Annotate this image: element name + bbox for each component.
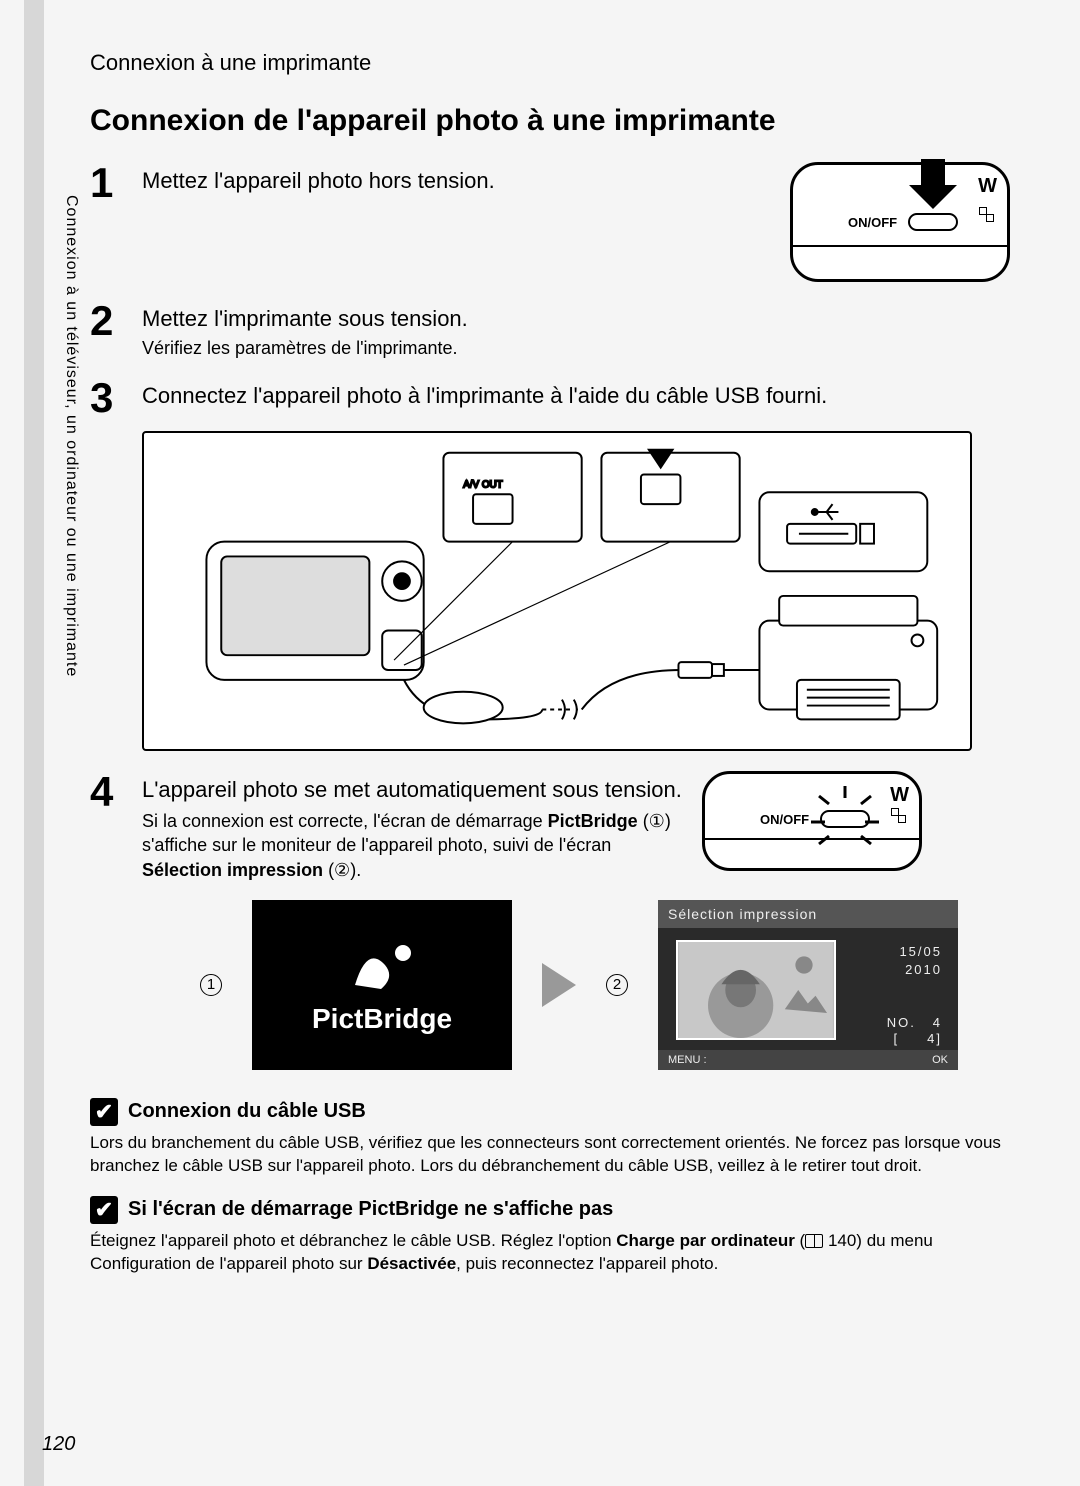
note-usb-cable: ✔ Connexion du câble USB Lors du branche… [90, 1098, 1010, 1178]
note-body: Éteignez l'appareil photo et débranchez … [90, 1230, 1010, 1276]
selection-footer: MENU : OK [658, 1050, 958, 1070]
page-number: 120 [42, 1433, 75, 1456]
w-label: W [890, 784, 909, 807]
step-body: Si la connexion est correcte, l'écran de… [142, 809, 682, 882]
selection-date: 15/05 [899, 944, 942, 959]
onoff-label: ON/OFF [760, 812, 809, 827]
w-label: W [978, 175, 997, 198]
selection-header: Sélection impression [658, 900, 958, 928]
step-1: 1 Mettez l'appareil photo hors tension. … [90, 162, 1010, 282]
manual-ref-icon [805, 1234, 823, 1248]
sidebar-section-label: Connexion à un téléviseur, un ordinateur… [62, 195, 80, 677]
section-title: Connexion de l'appareil photo à une impr… [90, 104, 1010, 138]
margin-color-bar [24, 0, 44, 1486]
note-title-text: Si l'écran de démarrage PictBridge ne s'… [128, 1198, 613, 1221]
svg-text:A/V OUT: A/V OUT [463, 479, 502, 490]
selection-count: [ 4] [893, 1031, 942, 1046]
note-pictbridge-missing: ✔ Si l'écran de démarrage PictBridge ne … [90, 1196, 1010, 1276]
power-on-flash-icon [805, 778, 885, 848]
check-icon: ✔ [90, 1196, 118, 1224]
step-title: Mettez l'imprimante sous tension. [142, 306, 1010, 332]
selection-number-label: NO. 4 [887, 1015, 942, 1030]
pictbridge-label: PictBridge [312, 1003, 452, 1035]
screens-sequence: 1 PictBridge 2 Sélection impression [200, 900, 1010, 1070]
print-selection-screen: Sélection impression 15/05 2010 NO. 4 [658, 900, 958, 1070]
pictbridge-splash-screen: PictBridge [252, 900, 512, 1070]
zoom-icon [979, 207, 995, 223]
step-4: 4 L'appareil photo se met automatiquemen… [90, 771, 1010, 882]
step-title: Mettez l'appareil photo hors tension. [142, 168, 770, 194]
camera-on-illustration: ON/OFF W [702, 771, 922, 871]
step-number: 4 [90, 771, 142, 813]
breadcrumb: Connexion à une imprimante [90, 50, 1010, 76]
check-icon: ✔ [90, 1098, 118, 1126]
step-number: 1 [90, 162, 142, 204]
usb-connection-diagram: A/V OUT [142, 431, 972, 751]
selection-year: 2010 [905, 962, 942, 977]
zoom-icon [891, 808, 907, 824]
step-2: 2 Mettez l'imprimante sous tension. Véri… [90, 300, 1010, 359]
step-number: 2 [90, 300, 142, 342]
selection-thumbnail [676, 940, 836, 1040]
content-area: 1 Mettez l'appareil photo hors tension. … [90, 162, 1010, 1070]
marker-1: 1 [200, 974, 222, 996]
onoff-label: ON/OFF [848, 215, 897, 230]
arrow-right-icon [542, 963, 576, 1007]
step-number: 3 [90, 377, 142, 419]
step-title: L'appareil photo se met automatiquement … [142, 777, 682, 803]
step-3: 3 Connectez l'appareil photo à l'imprima… [90, 377, 1010, 419]
step-subtext: Vérifiez les paramètres de l'imprimante. [142, 338, 1010, 359]
manual-page: Connexion à un téléviseur, un ordinateur… [0, 0, 1080, 1486]
marker-2: 2 [606, 974, 628, 996]
camera-off-illustration: ON/OFF W [790, 162, 1010, 282]
note-body: Lors du branchement du câble USB, vérifi… [90, 1132, 1010, 1178]
note-title-text: Connexion du câble USB [128, 1100, 366, 1123]
step-title: Connectez l'appareil photo à l'imprimant… [142, 383, 1010, 409]
pictbridge-logo-icon [337, 935, 427, 999]
